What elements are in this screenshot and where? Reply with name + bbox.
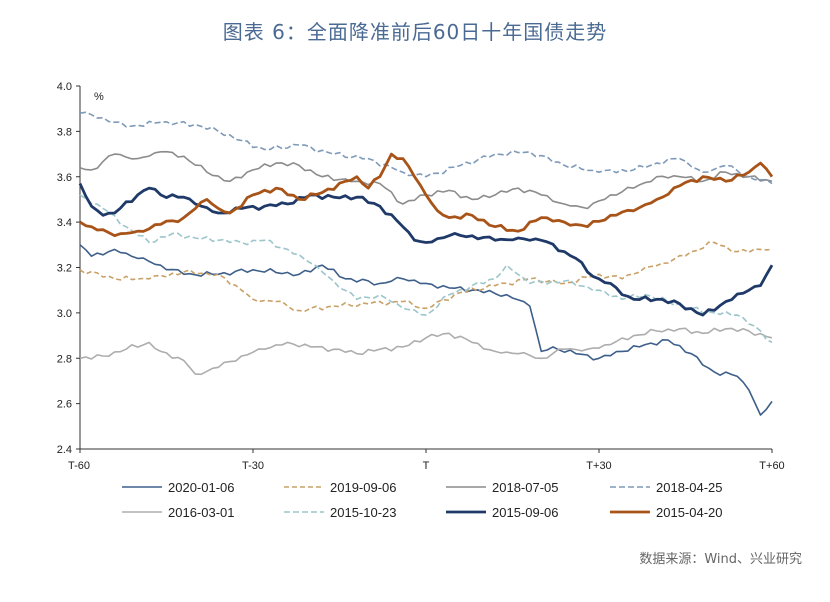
x-tick-label: T-60: [68, 460, 90, 472]
chart-title: 图表 6：全面降准前后60日十年国债走势: [222, 20, 608, 44]
series-line-2018-07-05: [79, 150, 773, 210]
legend-label-2015-09-06: 2015-09-06: [492, 505, 559, 520]
series-layer: [78, 111, 774, 416]
x-tick-label: T+60: [759, 460, 784, 472]
y-tick-label: 3.2: [57, 263, 72, 275]
legend-label-2020-01-06: 2020-01-06: [168, 480, 235, 495]
y-tick-label: 3.8: [57, 126, 72, 138]
y-tick-label: 2.4: [57, 444, 72, 456]
legend: 2020-01-06 2019-09-06 2018-07-05 2018-04-25…: [122, 480, 723, 520]
series-line-2015-09-06: [78, 183, 774, 317]
legend-label-2016-03-01: 2016-03-01: [168, 505, 235, 520]
series-line-2018-04-25: [79, 111, 773, 185]
legend-label-2018-07-05: 2018-07-05: [492, 480, 559, 495]
legend-label-2015-04-20: 2015-04-20: [656, 505, 723, 520]
y-tick-label: 2.8: [57, 353, 72, 365]
y-tick-label: 3.6: [57, 172, 72, 184]
legend-label-2019-09-06: 2019-09-06: [330, 480, 397, 495]
x-tick-label: T: [423, 460, 430, 472]
series-line-2019-09-06: [79, 241, 773, 312]
y-axis-unit: %: [94, 91, 104, 103]
axes: 4.0 3.8 3.6 3.4 3.2 3.0 2.8 2.6 2.4% T-60 T-30 T T+3…: [57, 81, 785, 472]
x-tick-label: T+30: [586, 460, 611, 472]
series-line-2020-01-06: [79, 244, 773, 416]
y-tick-label: 3.4: [57, 217, 72, 229]
legend-label-2018-04-25: 2018-04-25: [656, 480, 723, 495]
legend-label-2015-10-23: 2015-10-23: [330, 505, 397, 520]
y-tick-label: 4.0: [57, 81, 72, 93]
series-line-2016-03-01: [79, 327, 773, 376]
source-note: 数据来源：Wind、兴业研究: [639, 552, 802, 567]
series-line-2015-04-20: [79, 152, 774, 238]
x-tick-label: T-30: [242, 460, 264, 472]
y-tick-label: 3.0: [57, 308, 72, 320]
y-tick-label: 2.6: [57, 399, 72, 411]
